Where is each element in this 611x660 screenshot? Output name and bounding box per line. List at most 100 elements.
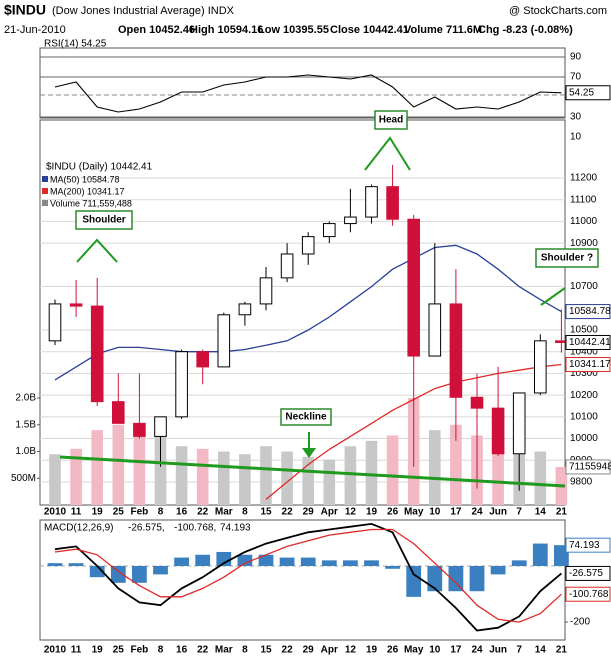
histogram-bar bbox=[195, 554, 211, 566]
candle-body bbox=[386, 186, 399, 220]
head-shape bbox=[364, 136, 411, 171]
histogram-bar bbox=[406, 565, 422, 597]
head-box bbox=[374, 110, 408, 130]
x-tick-label: 11 bbox=[71, 507, 82, 518]
x-tick-label: Apr bbox=[321, 645, 338, 656]
volume-tick-label: 1.0B bbox=[15, 446, 36, 457]
candle-body bbox=[491, 407, 505, 455]
x-tick-label: 8 bbox=[242, 645, 248, 656]
candle-body bbox=[470, 396, 484, 409]
source: @ StockCharts.com bbox=[509, 5, 607, 17]
candle-body bbox=[48, 303, 62, 342]
hist-label-box bbox=[565, 537, 611, 553]
macd-label: -26.575 bbox=[569, 568, 603, 579]
annotation: Neckline bbox=[285, 412, 327, 423]
ma200-label-box bbox=[565, 356, 611, 372]
legend-entry: -100.768, bbox=[174, 523, 216, 534]
x-tick-label: 15 bbox=[260, 645, 272, 656]
macd-line bbox=[54, 528, 562, 623]
histogram-bar bbox=[237, 554, 253, 566]
x-tick-label: 15 bbox=[260, 507, 272, 518]
legend-title: $INDU (Daily) 10442.41 bbox=[46, 162, 153, 173]
volume-bar bbox=[428, 430, 441, 505]
neckline-line bbox=[59, 455, 566, 488]
candle-body bbox=[344, 216, 357, 225]
x-tick-label: 21 bbox=[556, 645, 568, 656]
histogram-bar bbox=[490, 565, 506, 575]
shoulder2-shape bbox=[540, 287, 566, 306]
volume-bar bbox=[260, 446, 272, 505]
legend-entry: MA(200) 10341.17 bbox=[50, 186, 125, 196]
histogram-bar bbox=[110, 565, 126, 583]
x-tick-label: 19 bbox=[92, 645, 104, 656]
histogram-bar bbox=[554, 545, 569, 566]
volume-tick-label: 1.5B bbox=[15, 419, 36, 430]
candle-body bbox=[259, 277, 273, 305]
y-tick-label: 10400 bbox=[570, 346, 598, 357]
volume-tick-label: 2.0B bbox=[15, 393, 36, 404]
x-tick-label: 10 bbox=[429, 645, 441, 656]
macd-line bbox=[54, 522, 562, 632]
macd-title: MACD(12,26,9) bbox=[44, 523, 113, 534]
macd-label: -100.768 bbox=[569, 589, 609, 600]
y-tick-label: 10200 bbox=[570, 390, 598, 401]
candle-body bbox=[322, 223, 336, 238]
x-tick-label: Jun bbox=[489, 645, 507, 656]
x-tick-label: 8 bbox=[242, 507, 248, 518]
histogram-bar bbox=[511, 560, 527, 566]
annotation: Head bbox=[379, 115, 403, 126]
x-tick-label: 26 bbox=[387, 507, 399, 518]
volume-label-box bbox=[565, 459, 611, 475]
high: High 10594.16 bbox=[190, 24, 263, 36]
histogram-bar bbox=[174, 557, 189, 566]
volume: Volume 711.6M bbox=[404, 24, 482, 36]
y-tick-label: -200 bbox=[570, 617, 590, 628]
legend-entry: MA(50) 10584.78 bbox=[50, 174, 120, 184]
legend-swatch bbox=[42, 176, 48, 182]
y-tick-label: 10700 bbox=[570, 281, 598, 292]
x-tick-label: 11 bbox=[71, 645, 82, 656]
x-tick-label: 7 bbox=[516, 645, 522, 656]
x-tick-label: 21 bbox=[556, 507, 568, 518]
candle-body bbox=[196, 351, 210, 368]
histogram-bar bbox=[258, 554, 274, 566]
volume-bar bbox=[302, 456, 315, 505]
volume-bar bbox=[386, 435, 399, 505]
candle-body bbox=[301, 236, 315, 255]
rsi-label-box bbox=[565, 85, 611, 101]
rsi-label: 54.25 bbox=[569, 87, 594, 98]
y-tick-label: 11200 bbox=[570, 173, 598, 184]
candle-body bbox=[407, 218, 421, 357]
x-tick-label: 16 bbox=[176, 507, 188, 518]
volume-bar bbox=[239, 454, 251, 505]
shoulder-box bbox=[75, 210, 133, 230]
volume-bar bbox=[154, 435, 167, 505]
x-tick-label: 19 bbox=[366, 507, 378, 518]
histogram-bar bbox=[532, 543, 548, 566]
legend-entry: 74.193 bbox=[220, 523, 251, 534]
volume-label: 711559488 bbox=[569, 462, 611, 473]
neckline-arrowhead bbox=[302, 448, 316, 458]
histogram-bar bbox=[364, 560, 379, 566]
volume-bar bbox=[344, 446, 357, 505]
x-tick-label: 17 bbox=[450, 645, 462, 656]
y-tick-label: 10 bbox=[570, 132, 582, 143]
x-tick-label: Jun bbox=[489, 507, 507, 518]
volume-bar bbox=[323, 459, 336, 505]
volume-tick-label: 500M bbox=[11, 473, 36, 484]
y-tick-label: 70 bbox=[570, 72, 582, 83]
candle-body bbox=[217, 314, 231, 368]
legend-entry: Volume 711,559,488 bbox=[50, 198, 132, 208]
x-tick-label: 19 bbox=[92, 507, 104, 518]
x-tick-label: Feb bbox=[131, 507, 149, 518]
ma50-label: 10584.78 bbox=[569, 306, 611, 317]
volume-bar bbox=[492, 440, 504, 505]
histogram-bar bbox=[132, 565, 147, 583]
volume-bar bbox=[112, 424, 125, 505]
annotation: Shoulder bbox=[82, 215, 125, 226]
candle-body bbox=[365, 186, 378, 218]
volume-bar bbox=[450, 424, 462, 505]
x-tick-label: 24 bbox=[471, 507, 483, 518]
x-tick-label: 2010 bbox=[44, 645, 67, 656]
x-tick-label: Mar bbox=[215, 645, 233, 656]
